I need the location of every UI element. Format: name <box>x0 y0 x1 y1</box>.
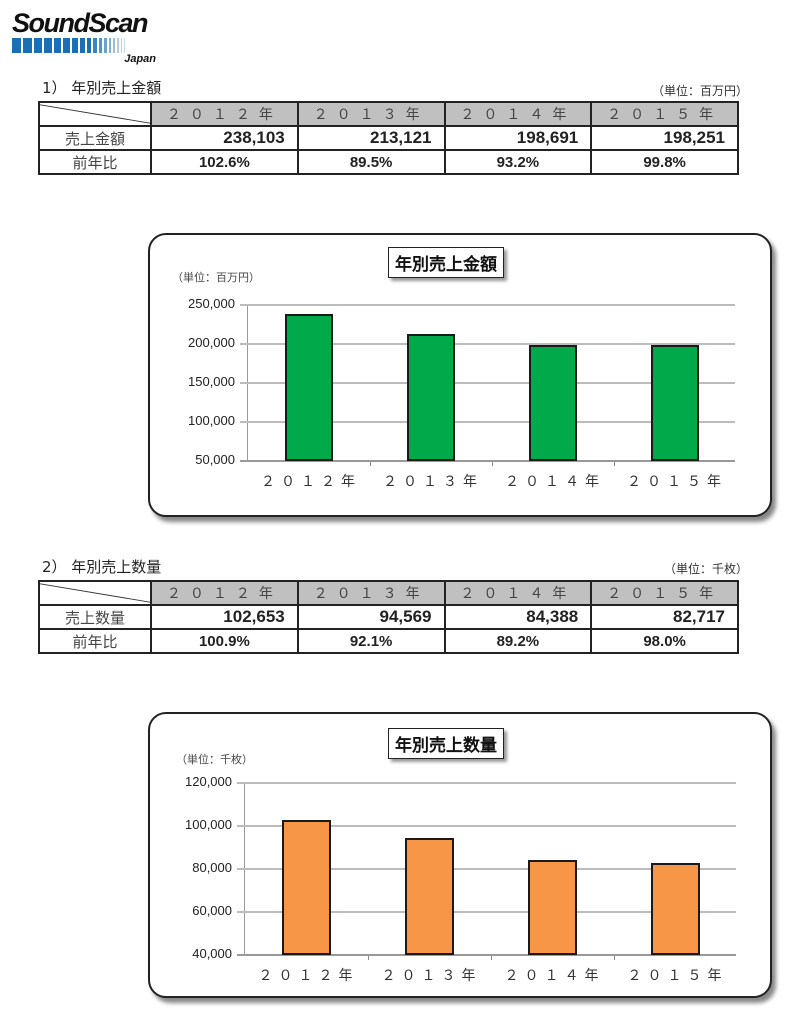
table-cell: 93.2% <box>443 149 593 175</box>
x-tick <box>491 956 492 960</box>
gridline <box>240 421 735 423</box>
table-cell: 92.1% <box>296 628 446 654</box>
sales-amount-table: ２０１２年 ２０１３年 ２０１４年 ２０１５年 売上金額 238,103 213… <box>38 101 739 175</box>
table-cell: 84,388 <box>443 604 593 630</box>
table-cell: 100.9% <box>150 628 299 654</box>
table-row: 前年比 102.6% 89.5% 93.2% 99.8% <box>38 149 739 175</box>
x-tick <box>614 956 615 960</box>
gridline <box>240 304 735 306</box>
table-cell: 198,251 <box>590 125 739 151</box>
gridline <box>240 343 735 345</box>
x-tick <box>614 462 615 466</box>
table-header-row: ２０１２年 ２０１３年 ２０１４年 ２０１５年 <box>38 580 739 606</box>
row-label: 前年比 <box>38 149 152 175</box>
section1-title: 1） 年別売上金額 <box>42 79 162 97</box>
section2-unit: （単位：千枚） <box>663 562 748 576</box>
bar <box>281 820 332 955</box>
logo-wordmark: SoundScan <box>12 8 149 38</box>
logo-bars-icon <box>12 38 160 53</box>
sales-volume-chart: 年別売上数量 （単位：千枚） 40,000 60,000 80,000 100,000… <box>148 712 772 998</box>
logo-subtext: Japan <box>124 53 156 65</box>
table-cell: 89.5% <box>296 149 446 175</box>
column-header: ２０１２年 <box>150 101 299 127</box>
table-row: 売上数量 102,653 94,569 84,388 82,717 <box>38 604 739 630</box>
sales-volume-table: ２０１２年 ２０１３年 ２０１４年 ２０１５年 売上数量 102,653 94,… <box>38 580 739 654</box>
section1-unit: （単位：百万円） <box>651 84 748 98</box>
plot-area <box>240 304 735 466</box>
chart-title: 年別売上数量 <box>388 728 504 759</box>
y-tick-label: 80,000 <box>192 860 232 875</box>
x-tick-label: ２０１５年 <box>627 474 727 490</box>
chart-unit-label: （単位：千枚） <box>176 753 253 766</box>
table-cell: 102.6% <box>150 149 299 175</box>
table-row: 売上金額 238,103 213,121 198,691 198,251 <box>38 125 739 151</box>
table-cell: 82,717 <box>590 604 739 630</box>
table-cell: 99.8% <box>590 149 739 175</box>
chart-title: 年別売上金額 <box>388 247 504 278</box>
column-header: ２０１３年 <box>296 101 446 127</box>
y-tick-label: 50,000 <box>195 452 235 467</box>
section2-title: 2） 年別売上数量 <box>42 558 162 576</box>
gridline <box>237 782 736 784</box>
x-tick-label: ２０１４年 <box>505 474 605 490</box>
gridline <box>237 825 736 827</box>
y-tick-label: 100,000 <box>185 817 232 832</box>
table-cell: 102,653 <box>150 604 299 630</box>
x-tick <box>370 462 371 466</box>
x-tick <box>368 956 369 960</box>
table-cell: 238,103 <box>150 125 299 151</box>
y-tick-label: 150,000 <box>188 374 235 389</box>
y-tick-label: 60,000 <box>192 903 232 918</box>
bar <box>527 859 578 955</box>
plot-area <box>237 782 736 960</box>
column-header: ２０１２年 <box>150 580 299 606</box>
y-tick-label: 100,000 <box>188 413 235 428</box>
bar <box>650 863 701 955</box>
y-tick-label: 200,000 <box>188 335 235 350</box>
x-axis-line <box>240 460 735 462</box>
soundscan-logo: SoundScan Japan <box>12 10 160 66</box>
table-header-row: ２０１２年 ２０１３年 ２０１４年 ２０１５年 <box>38 101 739 127</box>
column-header: ２０１５年 <box>590 101 739 127</box>
gridline <box>237 868 736 870</box>
x-tick-label: ２０１４年 <box>504 968 605 984</box>
bar <box>406 333 456 461</box>
table-corner-cell <box>38 101 152 127</box>
bar <box>404 837 455 955</box>
y-tick-label: 40,000 <box>192 946 232 961</box>
x-tick-label: ２０１２年 <box>258 968 359 984</box>
row-label: 前年比 <box>38 628 152 654</box>
x-tick <box>492 462 493 466</box>
column-header: ２０１４年 <box>443 580 593 606</box>
bar <box>650 345 700 461</box>
chart-unit-label: （単位：百万円） <box>172 271 260 284</box>
gridline <box>240 382 735 384</box>
column-header: ２０１３年 <box>296 580 446 606</box>
table-cell: 213,121 <box>296 125 446 151</box>
table-row: 前年比 100.9% 92.1% 89.2% 98.0% <box>38 628 739 654</box>
table-cell: 89.2% <box>443 628 593 654</box>
bar <box>528 345 578 461</box>
table-cell: 98.0% <box>590 628 739 654</box>
table-corner-cell <box>38 580 152 606</box>
x-axis-line <box>237 954 736 956</box>
column-header: ２０１５年 <box>590 580 739 606</box>
column-header: ２０１４年 <box>443 101 593 127</box>
x-tick-label: ２０１３年 <box>381 968 482 984</box>
y-tick-label: 120,000 <box>185 774 232 789</box>
row-label: 売上数量 <box>38 604 152 630</box>
x-tick-label: ２０１２年 <box>261 474 361 490</box>
table-cell: 94,569 <box>296 604 446 630</box>
row-label: 売上金額 <box>38 125 152 151</box>
y-tick-label: 250,000 <box>188 296 235 311</box>
table-cell: 198,691 <box>443 125 593 151</box>
x-tick-label: ２０１３年 <box>383 474 483 490</box>
sales-amount-chart: 年別売上金額 （単位：百万円） 50,000 100,000 150,000 200,… <box>148 233 772 517</box>
gridline <box>237 911 736 913</box>
x-tick-label: ２０１５年 <box>627 968 728 984</box>
bar <box>284 314 334 461</box>
